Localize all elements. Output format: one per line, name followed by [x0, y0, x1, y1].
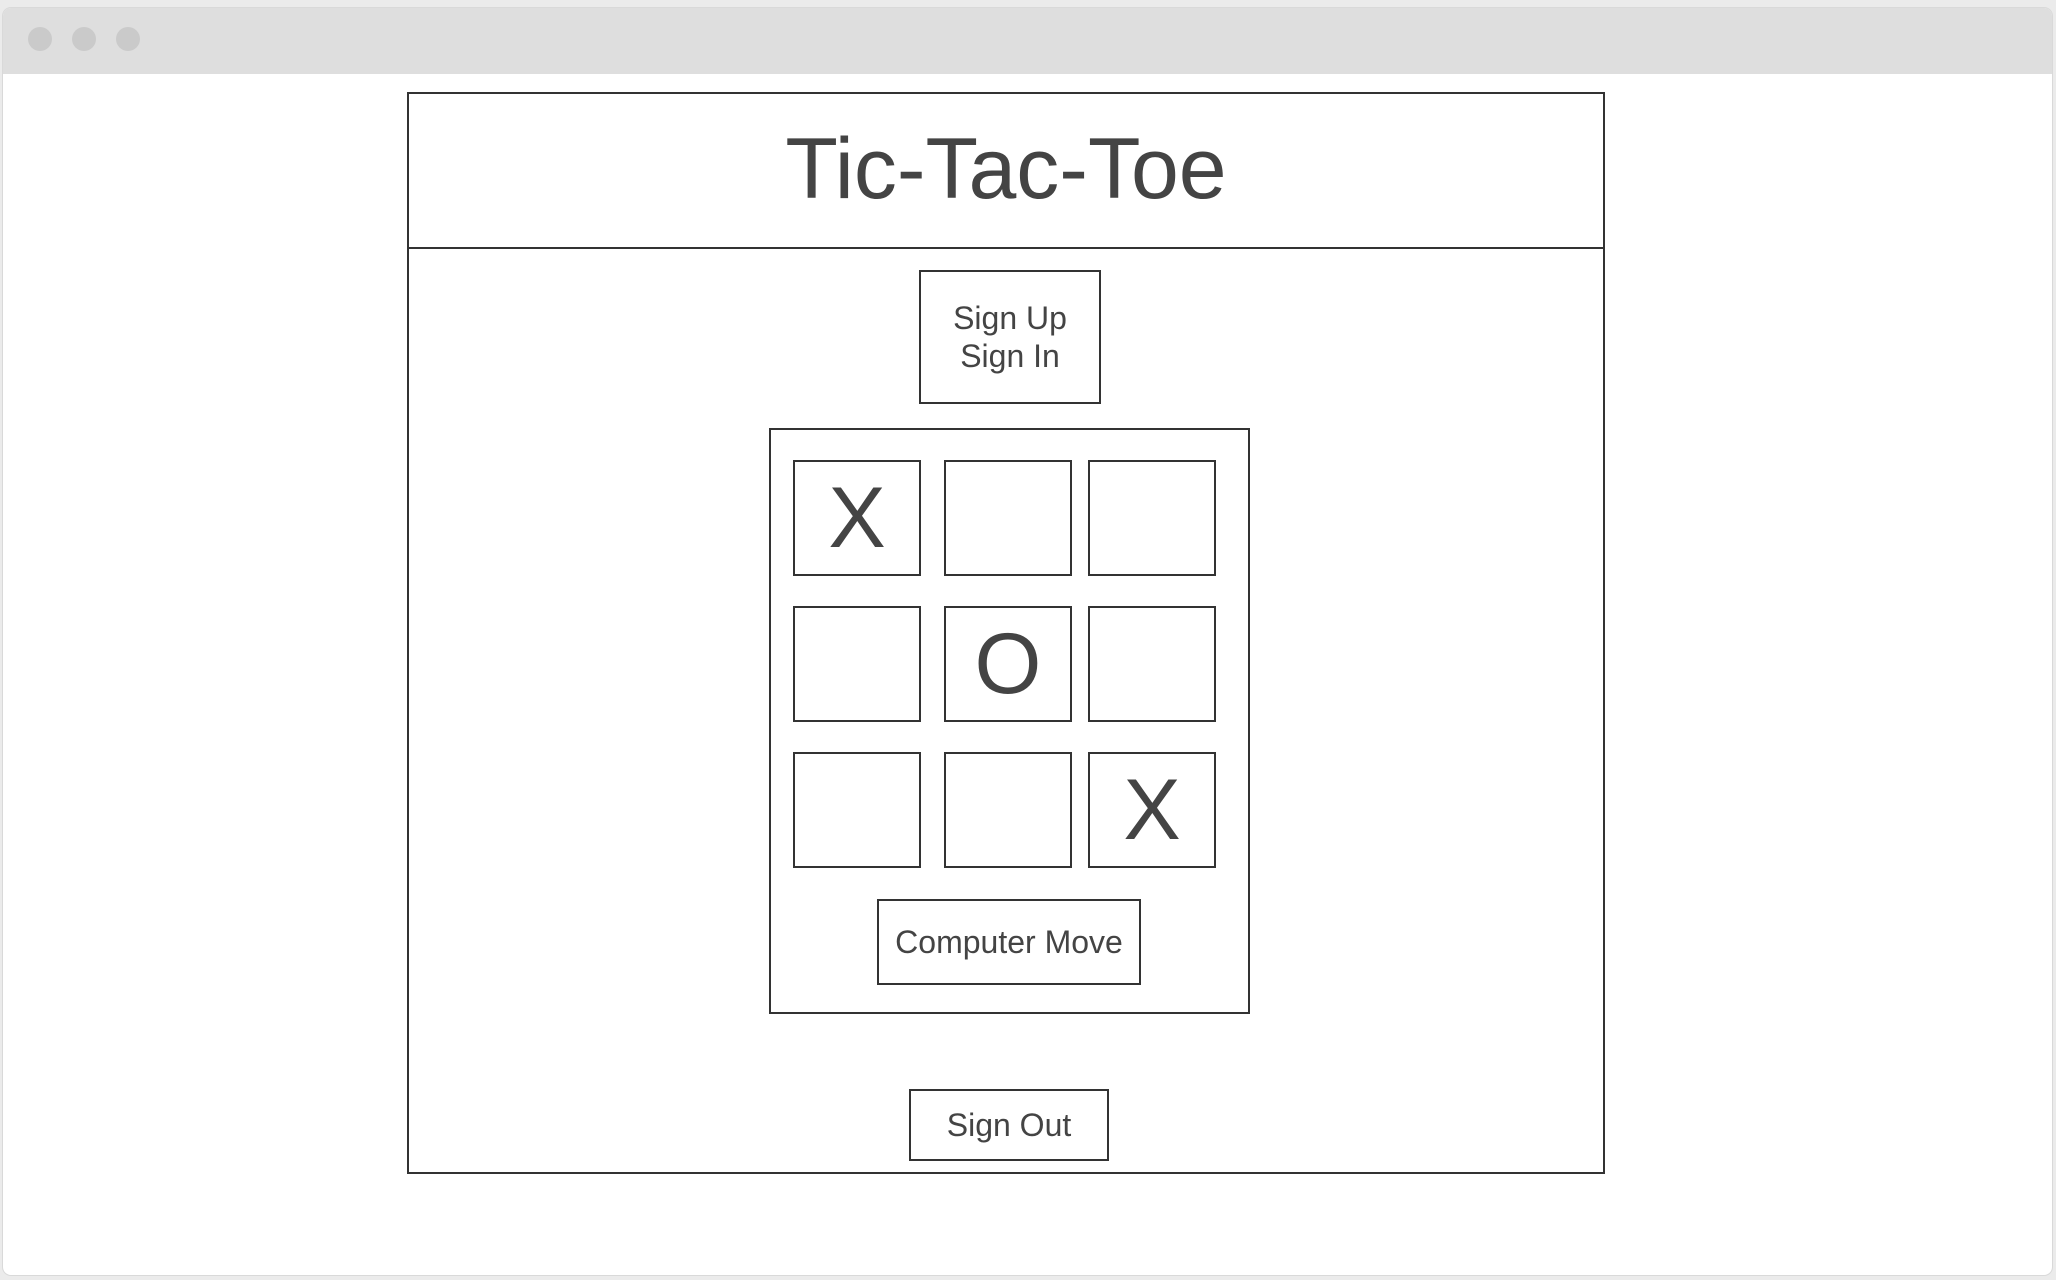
board-cell-6[interactable] — [1088, 606, 1216, 722]
window-control-maximize[interactable] — [116, 27, 140, 51]
board-cell-8[interactable] — [944, 752, 1072, 868]
sign-in-link[interactable]: Sign In — [960, 338, 1060, 374]
window-titlebar — [3, 8, 2052, 74]
page-title: Tic-Tac-Toe — [785, 120, 1227, 217]
board-cell-7[interactable] — [793, 752, 921, 868]
app-frame: Tic-Tac-Toe Sign Up Sign In X O X Comput… — [407, 92, 1605, 1174]
board-cell-4[interactable] — [793, 606, 921, 722]
board-cell-9[interactable]: X — [1088, 752, 1216, 868]
app-header: Tic-Tac-Toe — [409, 94, 1603, 249]
sign-out-button[interactable]: Sign Out — [909, 1089, 1109, 1161]
auth-button[interactable]: Sign Up Sign In — [919, 270, 1101, 404]
window-control-minimize[interactable] — [72, 27, 96, 51]
computer-move-button[interactable]: Computer Move — [877, 899, 1141, 985]
browser-window: Tic-Tac-Toe Sign Up Sign In X O X Comput… — [3, 8, 2052, 1275]
board-cell-3[interactable] — [1088, 460, 1216, 576]
board-cell-1[interactable]: X — [793, 460, 921, 576]
sign-up-link[interactable]: Sign Up — [953, 300, 1067, 336]
game-board-panel: X O X Computer Move — [769, 428, 1250, 1014]
board-cell-2[interactable] — [944, 460, 1072, 576]
board-cell-5[interactable]: O — [944, 606, 1072, 722]
window-control-close[interactable] — [28, 27, 52, 51]
